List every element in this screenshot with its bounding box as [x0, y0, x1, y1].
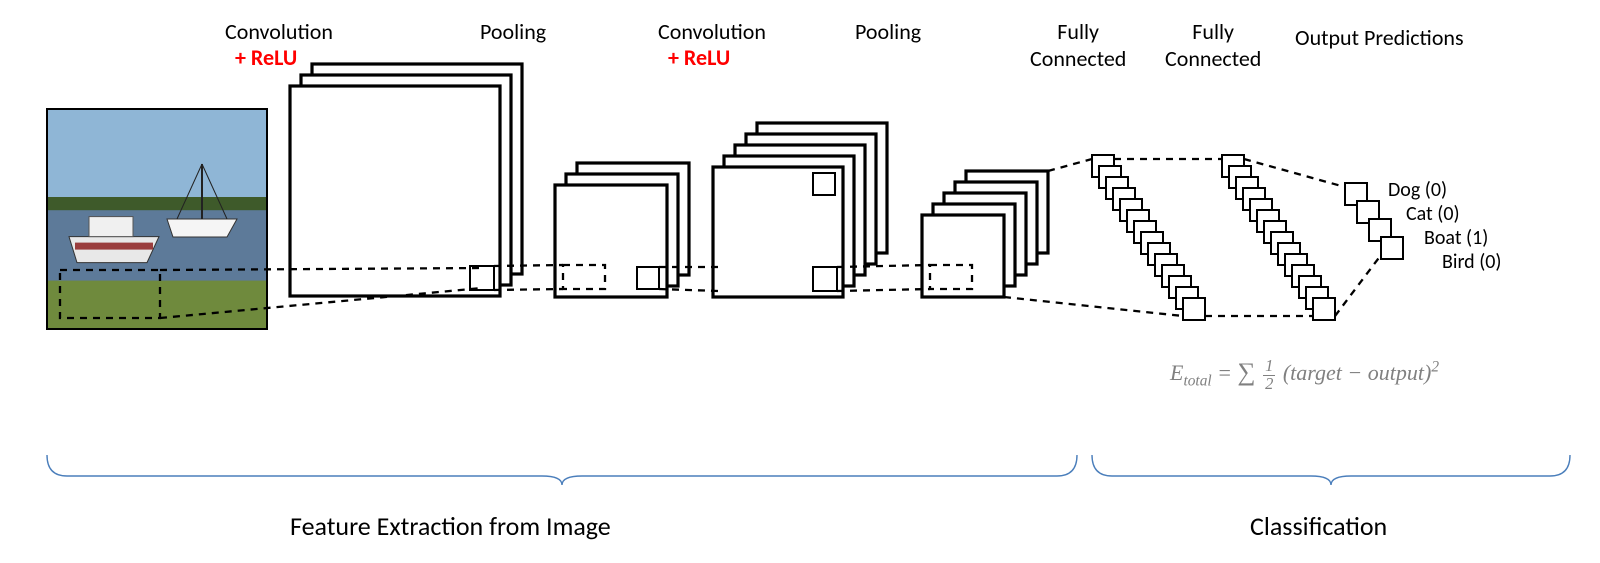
- label-fc1: Fully Connected: [1030, 18, 1126, 72]
- section-feature-extraction: Feature Extraction from Image: [290, 510, 611, 542]
- output-label-dog: Dog (0): [1388, 178, 1447, 202]
- formula-output: output: [1368, 360, 1424, 385]
- output-label-boat: Boat (1): [1424, 226, 1488, 250]
- formula-lhs-sub: total: [1183, 372, 1211, 389]
- formula-half: 12: [1263, 358, 1275, 392]
- label-fc2: Fully Connected: [1165, 18, 1261, 72]
- formula-target: target: [1290, 360, 1342, 385]
- formula-sum: ∑: [1238, 358, 1256, 386]
- label-output-predictions: Output Predictions: [1295, 24, 1464, 51]
- output-label-cat: Cat (0): [1406, 202, 1460, 226]
- label-relu1: + ReLU: [235, 44, 297, 71]
- output-label-bird: Bird (0): [1442, 250, 1501, 274]
- label-pool1: Pooling: [480, 18, 546, 45]
- section-classification: Classification: [1250, 510, 1387, 542]
- formula-minus: −: [1347, 360, 1367, 385]
- label-conv1: Convolution: [225, 18, 333, 45]
- formula-lhs-base: E: [1170, 360, 1183, 385]
- label-relu2: + ReLU: [668, 44, 730, 71]
- label-pool2: Pooling: [855, 18, 921, 45]
- formula-exp: 2: [1431, 359, 1439, 376]
- formula-equals: =: [1217, 360, 1237, 385]
- label-conv2: Convolution: [658, 18, 766, 45]
- loss-formula: Etotal = ∑ 12 (target − output)2: [1170, 358, 1439, 392]
